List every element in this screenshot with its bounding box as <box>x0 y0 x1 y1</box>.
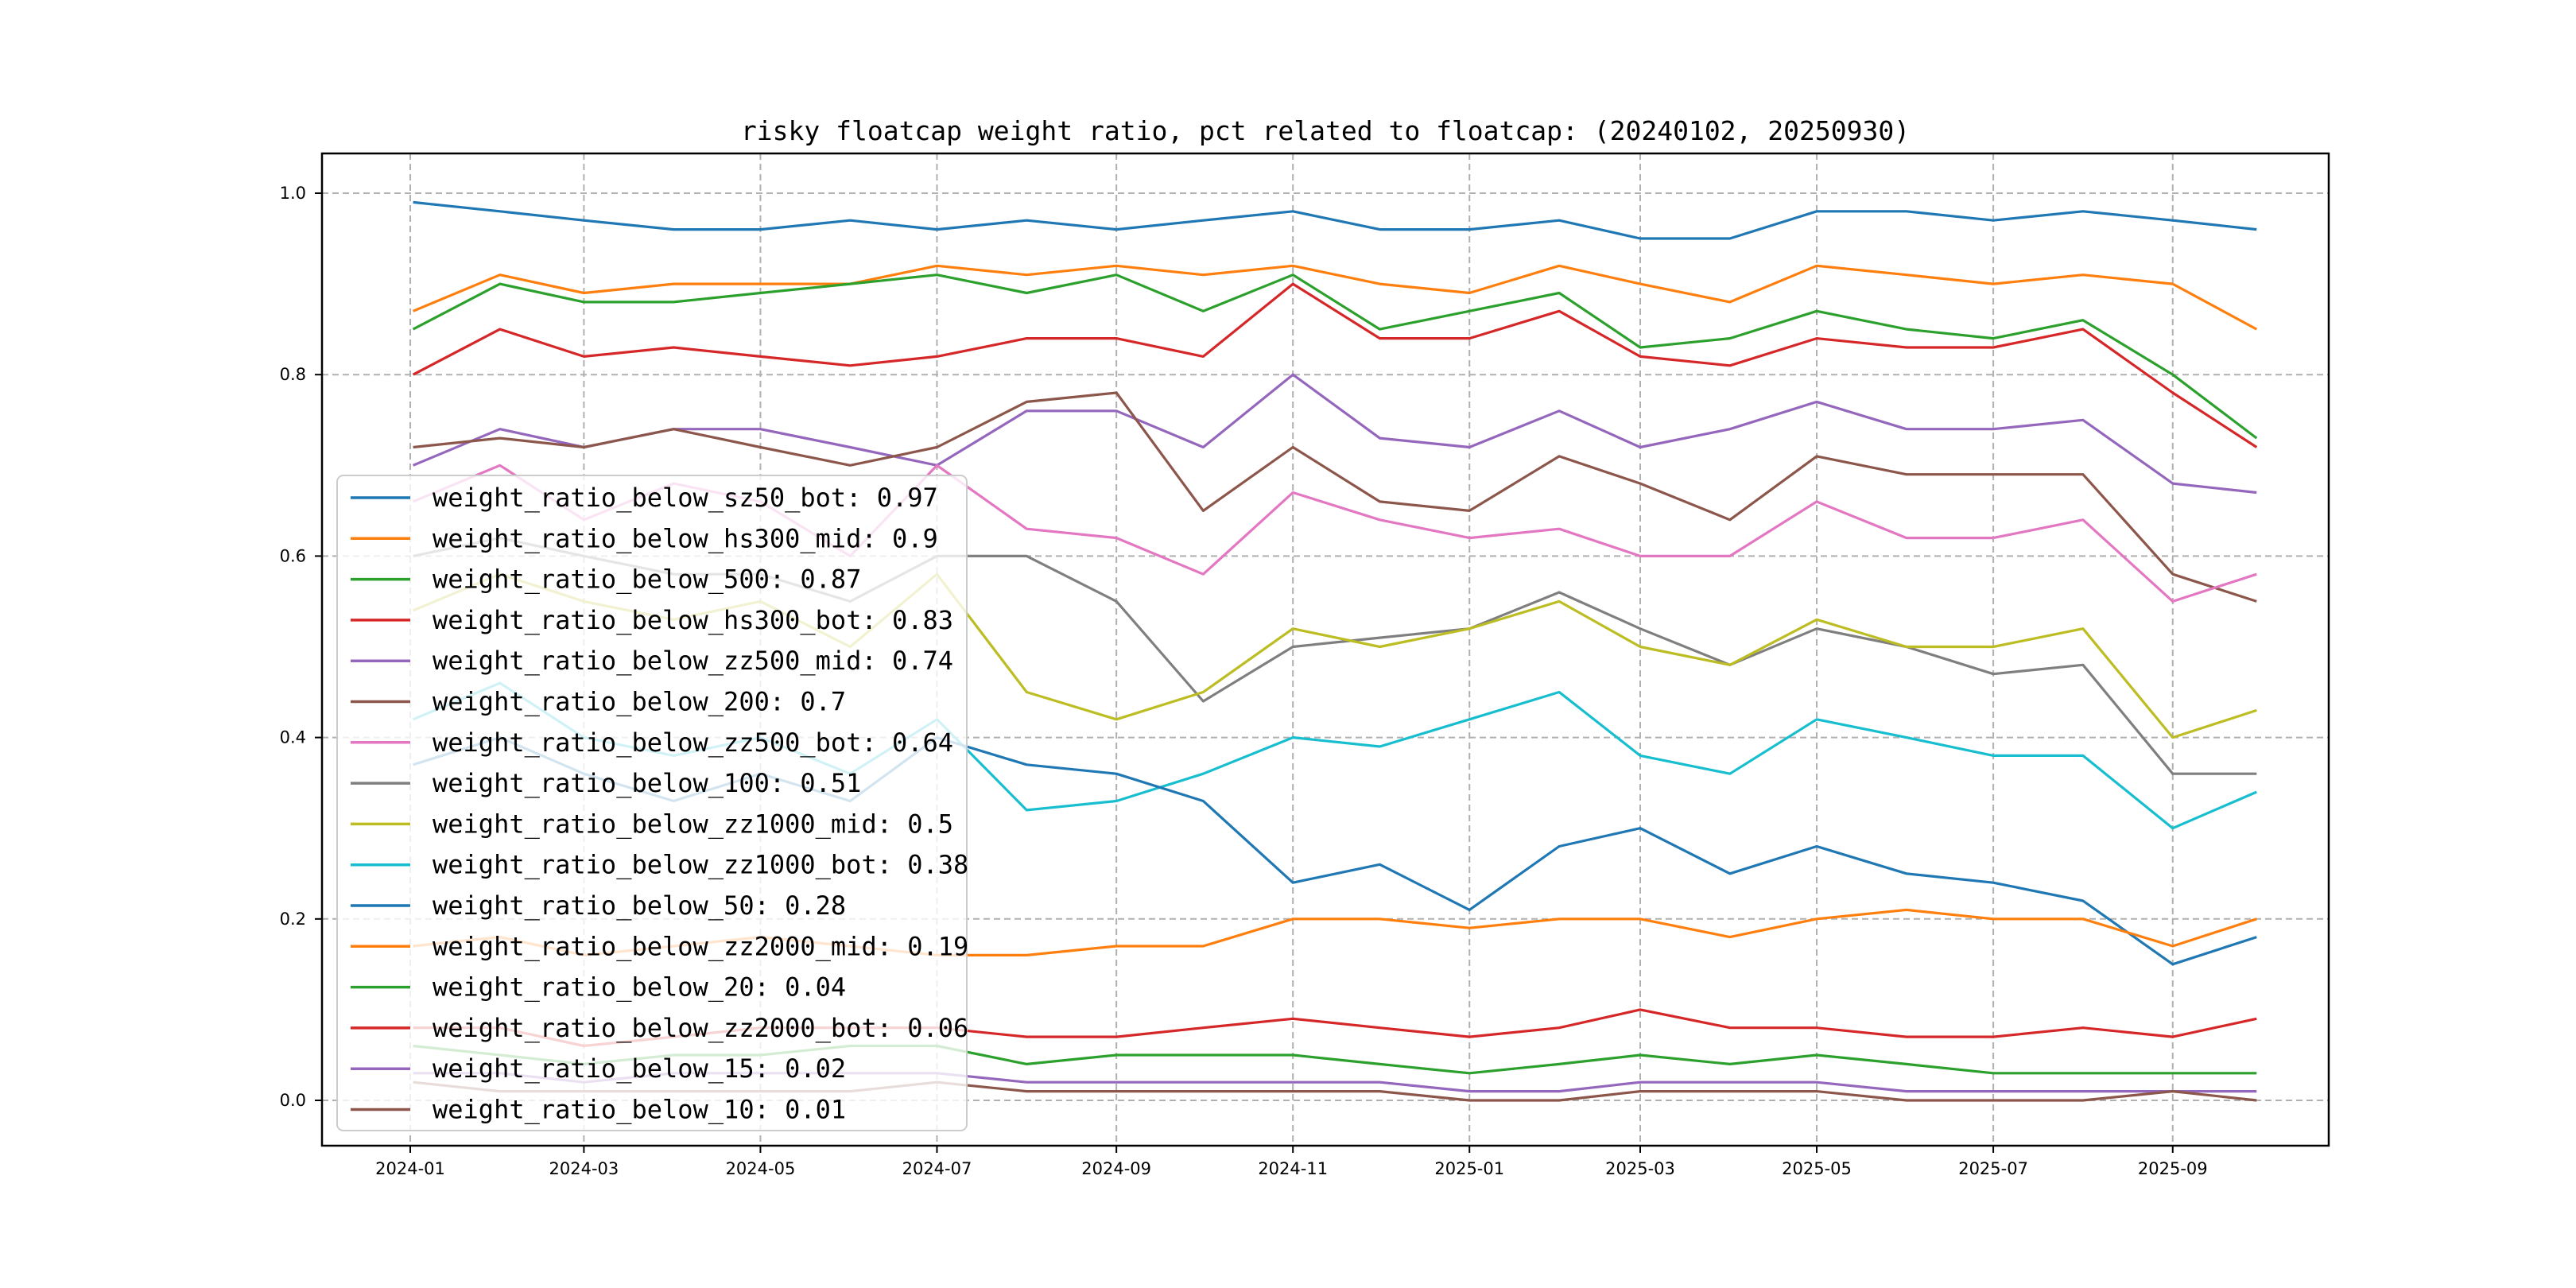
x-tick-label: 2024-01 <box>375 1159 445 1178</box>
y-axis: 0.0 0.2 0.4 0.6 0.8 1.0 <box>280 184 322 1110</box>
x-tick-label: 2025-05 <box>1782 1159 1852 1178</box>
legend-label: weight_ratio_below_zz1000_bot: 0.38 <box>433 850 968 880</box>
x-tick-label: 2024-07 <box>902 1159 972 1178</box>
x-tick-label: 2024-05 <box>726 1159 796 1178</box>
series-line-1 <box>412 264 2258 331</box>
plot-frame <box>320 152 2330 1147</box>
legend-label: weight_ratio_below_hs300_bot: 0.83 <box>433 605 953 635</box>
x-tick-label: 2024-03 <box>549 1159 619 1178</box>
legend: weight_ratio_below_sz50_bot: 0.97 weight_… <box>336 475 968 1131</box>
legend-label: weight_ratio_below_zz500_bot: 0.64 <box>433 727 953 758</box>
x-tick-label: 2025-09 <box>2138 1159 2208 1178</box>
series-line-4 <box>412 373 2257 495</box>
x-axis: 2024-01 2024-03 2024-05 2024-07 2024-09 2024-… <box>375 1146 2208 1178</box>
legend-label: weight_ratio_below_zz500_mid: 0.74 <box>433 646 953 676</box>
y-tick-label: 0.8 <box>280 365 306 384</box>
legend-label: weight_ratio_below_10: 0.01 <box>433 1095 846 1125</box>
chart-title: risky floatcap weight ratio, pct related… <box>741 115 1910 146</box>
x-tick-label: 2025-01 <box>1434 1159 1504 1178</box>
x-tick-label: 2024-09 <box>1081 1159 1151 1178</box>
legend-label: weight_ratio_below_zz1000_mid: 0.5 <box>433 809 953 839</box>
legend-label: weight_ratio_below_15: 0.02 <box>433 1053 846 1084</box>
y-tick-label: 0.2 <box>280 910 306 929</box>
legend-label: weight_ratio_below_500: 0.87 <box>433 564 861 595</box>
series-line-0 <box>413 200 2257 240</box>
legend-box <box>336 475 968 1131</box>
legend-label: weight_ratio_below_hs300_mid: 0.9 <box>433 523 938 553</box>
legend-label: weight_ratio_below_20: 0.04 <box>433 972 846 1003</box>
y-tick-label: 1.0 <box>280 184 306 203</box>
legend-label: weight_ratio_below_zz2000_bot: 0.06 <box>433 1013 968 1043</box>
legend-label: weight_ratio_below_50: 0.28 <box>433 890 846 921</box>
legend-label: weight_ratio_below_200: 0.7 <box>433 687 846 717</box>
x-tick-label: 2024-11 <box>1258 1159 1328 1178</box>
y-tick-label: 0.0 <box>280 1091 306 1110</box>
y-tick-label: 0.4 <box>280 728 306 747</box>
legend-label: weight_ratio_below_zz2000_mid: 0.19 <box>433 931 968 961</box>
series-line-5 <box>413 391 2257 603</box>
legend-label: weight_ratio_below_sz50_bot: 0.97 <box>433 483 938 513</box>
legend-label: weight_ratio_below_100: 0.51 <box>433 768 861 798</box>
series-line-3 <box>412 282 2258 448</box>
x-tick-label: 2025-03 <box>1605 1159 1675 1178</box>
x-tick-label: 2025-07 <box>1958 1159 2028 1178</box>
y-tick-label: 0.6 <box>280 546 306 565</box>
series-line-2 <box>412 274 2258 440</box>
